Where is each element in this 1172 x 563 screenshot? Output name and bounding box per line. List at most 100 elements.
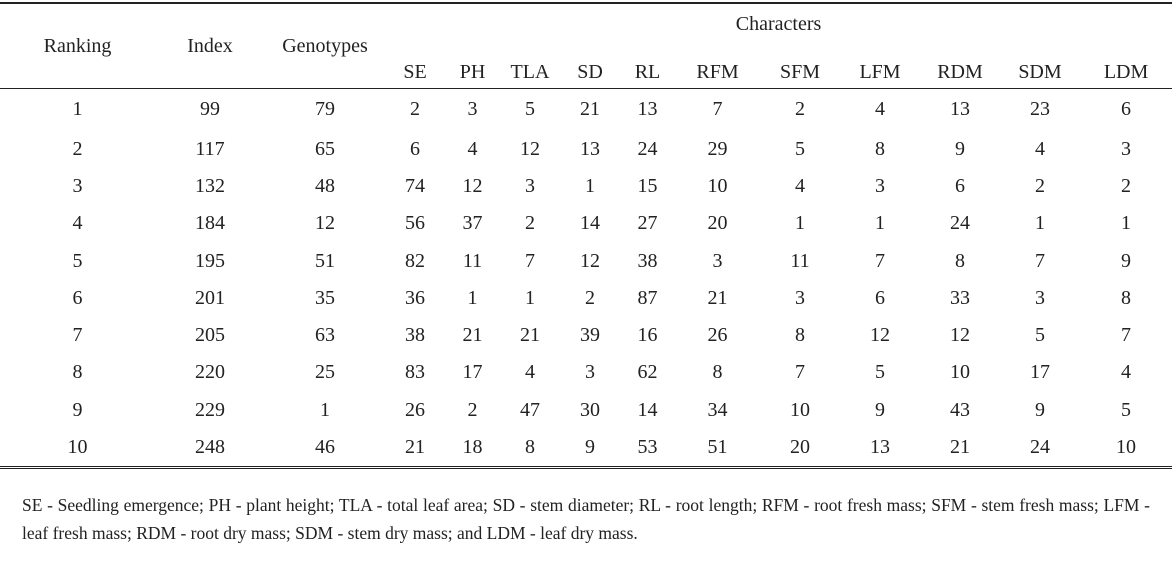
column-header: LFM [840, 44, 920, 89]
table-cell: 37 [462, 212, 483, 235]
table-cell: 23 [1030, 98, 1050, 121]
table-cell: 13 [637, 98, 658, 121]
subheader-row: SE PH TLA SD RL RFM SFM LFM RDM SDM LDM [0, 44, 1172, 89]
column-header: PH [445, 44, 500, 89]
table-cell: 7 [72, 324, 83, 347]
table-cell: 29 [707, 137, 728, 160]
table-cell: 12 [580, 249, 600, 272]
table-cell: 195 [195, 249, 225, 272]
table-cell: 201 [195, 286, 225, 309]
table-cell: 48 [315, 174, 335, 197]
table-cell: 2 [795, 98, 805, 121]
table-cell: 4 [525, 361, 535, 384]
table-row: 4 184 12 56 37 2 14 27 20 1 1 24 1 1 [0, 205, 1172, 242]
table-cell: 3 [467, 98, 478, 121]
column-header: RL [620, 44, 675, 89]
table-cell: 1 [1121, 212, 1132, 235]
table-cell: 3 [1121, 137, 1132, 160]
table-cell: 53 [637, 436, 658, 459]
table-row: 8 220 25 83 17 4 3 62 8 7 5 10 17 4 [0, 354, 1172, 391]
table-cell: 1 [585, 174, 595, 197]
table-cell: 21 [950, 436, 970, 459]
table-cell: 18 [462, 436, 483, 459]
table-cell: 36 [405, 286, 425, 309]
table-cell: 4 [72, 212, 83, 235]
table-cell: 132 [195, 174, 225, 197]
header-row: Ranking Index Genotypes Characters [0, 3, 1172, 89]
table-row: 10 248 46 21 18 8 9 53 51 20 13 21 24 10 [0, 429, 1172, 468]
table-cell: 8 [72, 361, 83, 384]
column-header: Ranking [0, 3, 155, 89]
table-cell: 3 [585, 361, 595, 384]
table-cell: 8 [712, 361, 723, 384]
table-cell: 62 [637, 361, 658, 384]
table-cell: 7 [1121, 324, 1132, 347]
table-cell: 9 [875, 398, 885, 421]
table-cell: 21 [707, 286, 728, 309]
table-cell: 10 [950, 361, 970, 384]
table-cell: 5 [1121, 398, 1132, 421]
column-header: RFM [675, 44, 760, 89]
table-cell: 5 [795, 137, 805, 160]
table-cell: 2 [525, 212, 535, 235]
table-row: 2 117 65 6 4 12 13 24 29 5 8 9 4 3 [0, 131, 1172, 168]
table-cell: 3 [1035, 286, 1045, 309]
table-cell: 9 [955, 137, 965, 160]
table-cell: 1 [875, 212, 885, 235]
table-cell: 5 [72, 249, 83, 272]
table-cell: 10 [707, 174, 728, 197]
table-cell: 20 [707, 212, 728, 235]
table-cell: 74 [405, 174, 425, 197]
table-cell: 4 [1035, 137, 1045, 160]
table-cell: 6 [72, 286, 83, 309]
table-cell: 17 [1030, 361, 1050, 384]
table-cell: 51 [315, 249, 335, 272]
table-cell: 14 [580, 212, 600, 235]
table-cell: 87 [637, 286, 658, 309]
table-cell: 9 [585, 436, 595, 459]
table-cell: 24 [1030, 436, 1050, 459]
table-cell: 2 [410, 98, 420, 121]
table-cell: 9 [1035, 398, 1045, 421]
table-cell: 38 [637, 249, 658, 272]
table-cell: 3 [875, 174, 885, 197]
table-cell: 56 [405, 212, 425, 235]
table-cell: 43 [950, 398, 970, 421]
table-cell: 27 [637, 212, 658, 235]
table-cell: 8 [525, 436, 535, 459]
table-cell: 14 [637, 398, 658, 421]
table-cell: 7 [795, 361, 805, 384]
table-cell: 7 [525, 249, 535, 272]
table-cell: 20 [790, 436, 810, 459]
column-header: LDM [1080, 44, 1172, 89]
table-cell: 9 [1121, 249, 1132, 272]
table-cell: 83 [405, 361, 425, 384]
table-cell: 25 [315, 361, 335, 384]
table-cell: 21 [520, 324, 540, 347]
column-header: SE [385, 44, 445, 89]
table-cell: 35 [315, 286, 335, 309]
column-header: RDM [920, 44, 1000, 89]
data-table: Ranking Index Genotypes Characters SE PH TLA SD… [0, 2, 1172, 470]
table-cell: 12 [520, 137, 540, 160]
table-cell: 10 [1116, 436, 1137, 459]
table-cell: 205 [195, 324, 225, 347]
table-cell: 2 [1035, 174, 1045, 197]
table-cell: 30 [580, 398, 600, 421]
table-cell: 4 [795, 174, 805, 197]
table-cell: 47 [520, 398, 540, 421]
table-cell: 21 [580, 98, 600, 121]
table-cell: 1 [525, 286, 535, 309]
table-cell: 8 [1121, 286, 1132, 309]
table-cell: 6 [875, 286, 885, 309]
table-cell: 65 [315, 137, 335, 160]
table-cell: 8 [955, 249, 965, 272]
table-cell: 3 [525, 174, 535, 197]
table-cell: 5 [875, 361, 885, 384]
table-cell: 3 [712, 249, 723, 272]
table-row: 3 132 48 74 12 3 1 15 10 4 3 6 2 2 [0, 168, 1172, 205]
table-cell: 4 [875, 98, 885, 121]
table-cell: 7 [712, 98, 723, 121]
table-cell: 38 [405, 324, 425, 347]
column-header: SDM [1000, 44, 1080, 89]
